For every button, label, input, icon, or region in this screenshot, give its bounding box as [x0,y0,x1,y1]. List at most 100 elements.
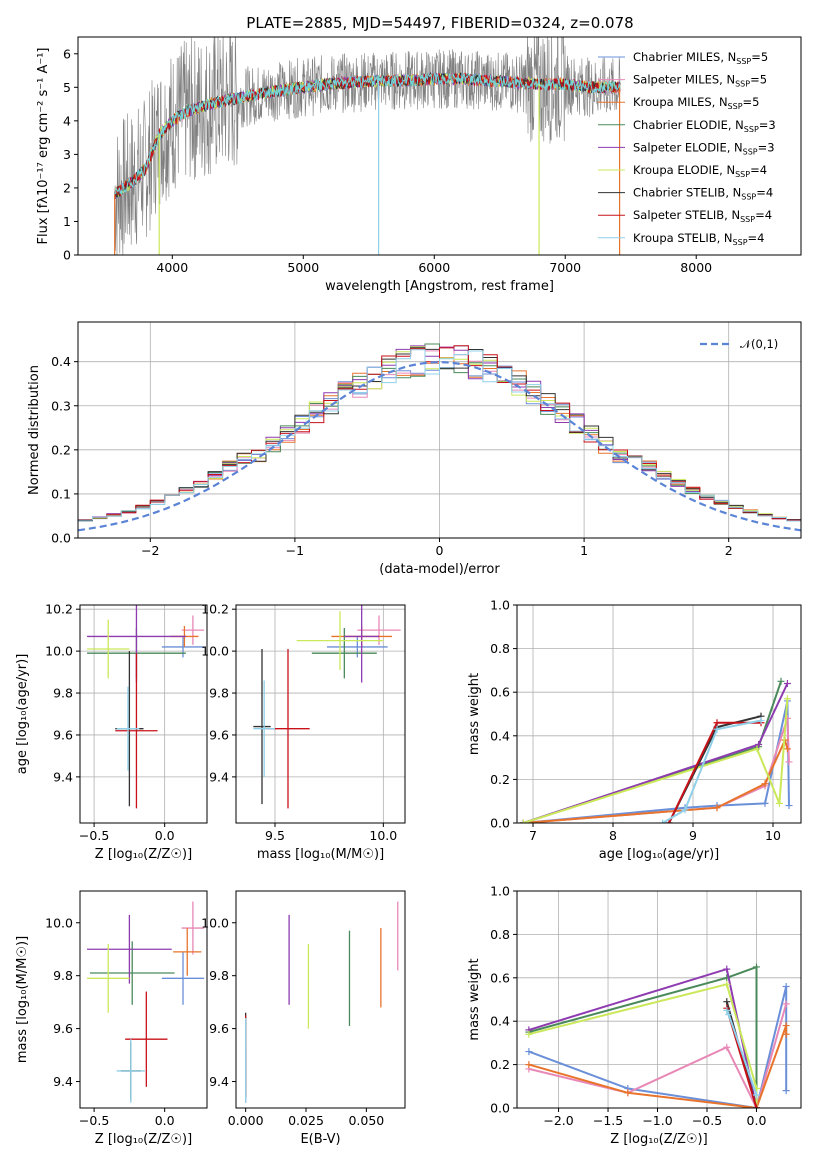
y-tick-label: 9.4 [53,769,73,784]
weight-line-kroupa_elodie [528,983,758,1108]
y-tick-label: 0.4 [51,354,71,369]
weight-marker-chabrier_miles [785,802,793,810]
y-tick-label: 10.2 [45,602,73,617]
plot-area [245,901,399,1103]
y-tick-label: 9.8 [53,968,73,983]
spectrum-legend: Chabrier MILES, NSSP=5 Salpeter MILES, NS… [598,50,776,247]
mass-weight-vs-metallicity-panel: −2.0 −1.5 −1.0 −0.5 0.0 0.0 0.2 0.4 0.6 0.8 1.0 Z [… [467,884,802,1147]
weight-marker-kroupa_miles [624,1089,632,1097]
x-tick-label: 0 [436,543,444,558]
x-tick-label: 9 [689,828,697,843]
legend-label-chabrier_miles: Chabrier MILES, NSSP=5 [633,50,768,66]
weight-marker-salpeter_miles [782,1000,790,1008]
residual-histogram-salpeter_stelib [78,345,801,521]
legend-label-kroupa_stelib: Kroupa STELIB, NSSP=4 [633,231,764,247]
y-tick-label: 9.6 [209,1021,229,1036]
weight-marker-kroupa_stelib [723,1006,731,1014]
weight-marker-salpeter_elodie [723,965,731,973]
residual-panel: −2 −1 0 1 2 0.0 0.1 0.2 0.3 0.4 (data-model)/error… [27,321,802,577]
y-axis-label: mass weight [467,673,482,755]
age-vs-mass-panel: 9.5 10.0 9.4 9.6 9.8 10.0 10.2 mass [log₁₀(M/M☉… [201,602,406,862]
weight-marker-kroupa_stelib [659,819,667,823]
x-tick-label: −1.0 [642,1113,672,1128]
y-tick-label: 6 [63,46,71,61]
normal-distribution-curve [78,360,801,532]
plot-area [525,963,790,1108]
y-tick-label: 1.0 [490,884,510,899]
weight-marker-kroupa_miles [713,804,721,812]
weight-marker-chabrier_elodie [752,963,760,971]
x-tick-label: 0.0 [155,828,175,843]
legend-label-kroupa_elodie: Kroupa ELODIE, NSSP=4 [633,163,767,179]
axes-frame [77,321,802,539]
weight-marker-chabrier_miles [761,799,769,807]
x-tick-label: 0.025 [288,1113,324,1128]
y-tick-label: 0.6 [490,685,510,700]
x-tick-label: −2.0 [543,1113,573,1128]
axes-frame [79,604,208,824]
y-tick-label: 9.6 [209,727,229,742]
weight-line-kroupa_stelib [662,719,762,823]
y-tick-label: 0.6 [490,970,510,985]
x-tick-label: 9.5 [265,828,285,843]
weight-marker-kroupa_miles [761,780,769,788]
y-tick-label: 0 [63,248,71,263]
axes-frame [77,36,802,256]
legend-label-chabrier_elodie: Chabrier ELODIE, NSSP=3 [633,118,776,134]
axes-frame [516,604,802,824]
mass-vs-extinction-panel: 0.000 0.025 0.050 9.4 9.6 9.8 10.0 E(B-V) [201,890,406,1147]
x-tick-label: −1.5 [593,1113,623,1128]
weight-marker-salpeter_elodie [755,741,763,749]
y-tick-label: 9.4 [209,1074,229,1089]
y-tick-label: 10.2 [201,602,229,617]
weight-line-kroupa_stelib [725,1009,758,1096]
weight-marker-chabrier_elodie [777,677,785,685]
x-tick-label: 5000 [287,260,319,275]
x-tick-label: 1 [580,543,588,558]
figure-title: PLATE=2885, MJD=54497, FIBERID=0324, z=0… [246,14,633,32]
y-tick-label: 10.0 [201,915,229,930]
y-tick-label: 9.6 [53,1021,73,1036]
legend-label-salpeter_miles: Salpeter MILES, NSSP=5 [633,73,767,89]
weight-marker-kroupa_miles [525,1061,533,1069]
y-tick-label: 9.6 [53,727,73,742]
x-tick-label: 0.000 [228,1113,264,1128]
weight-marker-kroupa_stelib [713,725,721,733]
x-axis-label: wavelength [Angstrom, rest frame] [325,279,554,294]
y-tick-label: 0.4 [490,1014,510,1029]
y-tick-label: 0.2 [490,1057,510,1072]
x-tick-label: 0.050 [348,1113,384,1128]
x-axis-label: Z [log₁₀(Z/Z☉)] [95,1132,192,1147]
weight-marker-kroupa_elodie [519,819,527,823]
y-tick-label: 0.2 [51,442,71,457]
x-tick-label: 4000 [156,260,188,275]
y-tick-label: 5 [63,80,71,95]
weight-marker-chabrier_miles [525,1048,533,1056]
weight-marker-salpeter_stelib [752,1104,760,1108]
y-tick-label: 9.4 [209,769,229,784]
x-axis-label: Z [log₁₀(Z/Z☉)] [95,847,192,862]
y-tick-label: 10.0 [201,644,229,659]
weight-line-chabrier_miles [528,986,788,1108]
legend-label-salpeter_elodie: Salpeter ELODIE, NSSP=3 [633,140,775,156]
weight-marker-kroupa_miles [782,1022,790,1030]
weight-marker-kroupa_elodie [753,745,761,753]
weight-line-chabrier_elodie [528,965,758,1108]
y-tick-label: 0.1 [51,486,71,501]
y-tick-label: 0.0 [490,816,510,831]
x-axis-label: (data-model)/error [379,562,500,577]
observed-spectrum-line [114,37,621,255]
x-tick-label: −1 [286,543,304,558]
x-tick-label: 6000 [418,260,450,275]
axes-frame [516,890,802,1109]
legend-label-kroupa_miles: Kroupa MILES, NSSP=5 [633,95,759,111]
x-tick-label: 0.0 [747,1113,767,1128]
x-axis-label: mass [log₁₀(M/M☉)] [257,847,384,862]
weight-line-salpeter_elodie [528,967,758,1108]
x-tick-label: −0.5 [79,1113,109,1128]
weight-marker-kroupa_elodie [525,1030,533,1038]
y-tick-label: 9.4 [53,1074,73,1089]
x-tick-label: −0.5 [79,828,109,843]
plot-area [78,343,801,532]
